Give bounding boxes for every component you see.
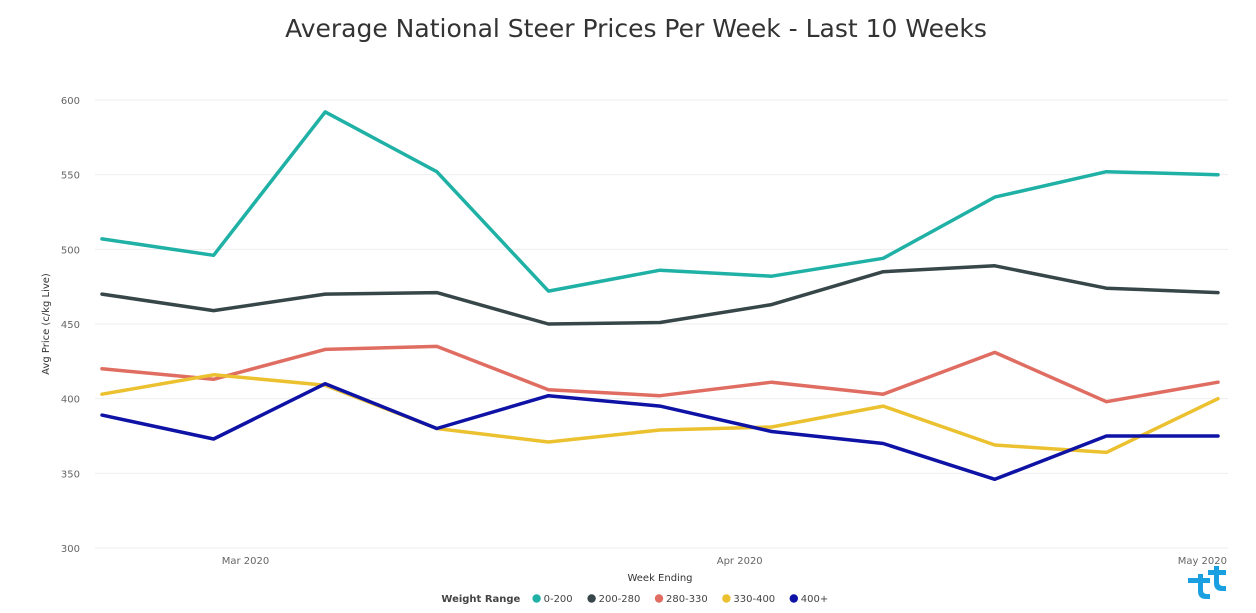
legend-swatch [654, 594, 664, 603]
y-tick-label: 300 [61, 544, 80, 555]
legend-swatch [722, 594, 731, 603]
series-line-200-280 [100, 264, 1220, 326]
legend-item-label: 280-330 [666, 594, 708, 605]
y-axis-label: Avg Price (c/kg Live) [41, 273, 52, 375]
y-tick-label: 550 [61, 171, 80, 182]
x-axis-ticks: Mar 2020 Apr 2020 May 2020 [222, 556, 1227, 567]
series-line-400+ [100, 381, 1220, 482]
series-line-280-330 [100, 344, 1220, 404]
y-tick-label: 400 [61, 395, 80, 406]
x-axis-label: Week Ending [627, 573, 692, 584]
legend-item-label: 200-280 [599, 594, 641, 605]
legend-swatch [587, 594, 596, 603]
legend-item-label: 0-200 [544, 594, 573, 605]
series-lines [100, 110, 1220, 482]
y-tick-label: 600 [61, 96, 80, 107]
x-tick-label: Apr 2020 [717, 556, 763, 567]
tt-logo-icon [1188, 566, 1226, 599]
series-line-0-200 [100, 110, 1220, 293]
legend-swatch [789, 594, 798, 603]
y-axis-ticks: 300 350 400 450 500 550 600 [61, 96, 80, 555]
legend-swatch [532, 594, 541, 603]
legend-item-label: 400+ [801, 594, 828, 605]
y-tick-label: 450 [61, 320, 80, 331]
y-tick-label: 500 [61, 245, 80, 256]
x-tick-label: May 2020 [1178, 556, 1227, 567]
gridlines [95, 99, 1228, 549]
x-tick-label: Mar 2020 [222, 556, 270, 567]
y-tick-label: 350 [61, 469, 80, 480]
legend-title: Weight Range [441, 594, 520, 605]
legend: Weight Range 0-200 200-280 280-330 330-400 4… [441, 594, 828, 605]
chart-title: Average National Steer Prices Per Week -… [285, 14, 987, 43]
legend-item-label: 330-400 [733, 594, 775, 605]
series-line-330-400 [100, 373, 1220, 455]
